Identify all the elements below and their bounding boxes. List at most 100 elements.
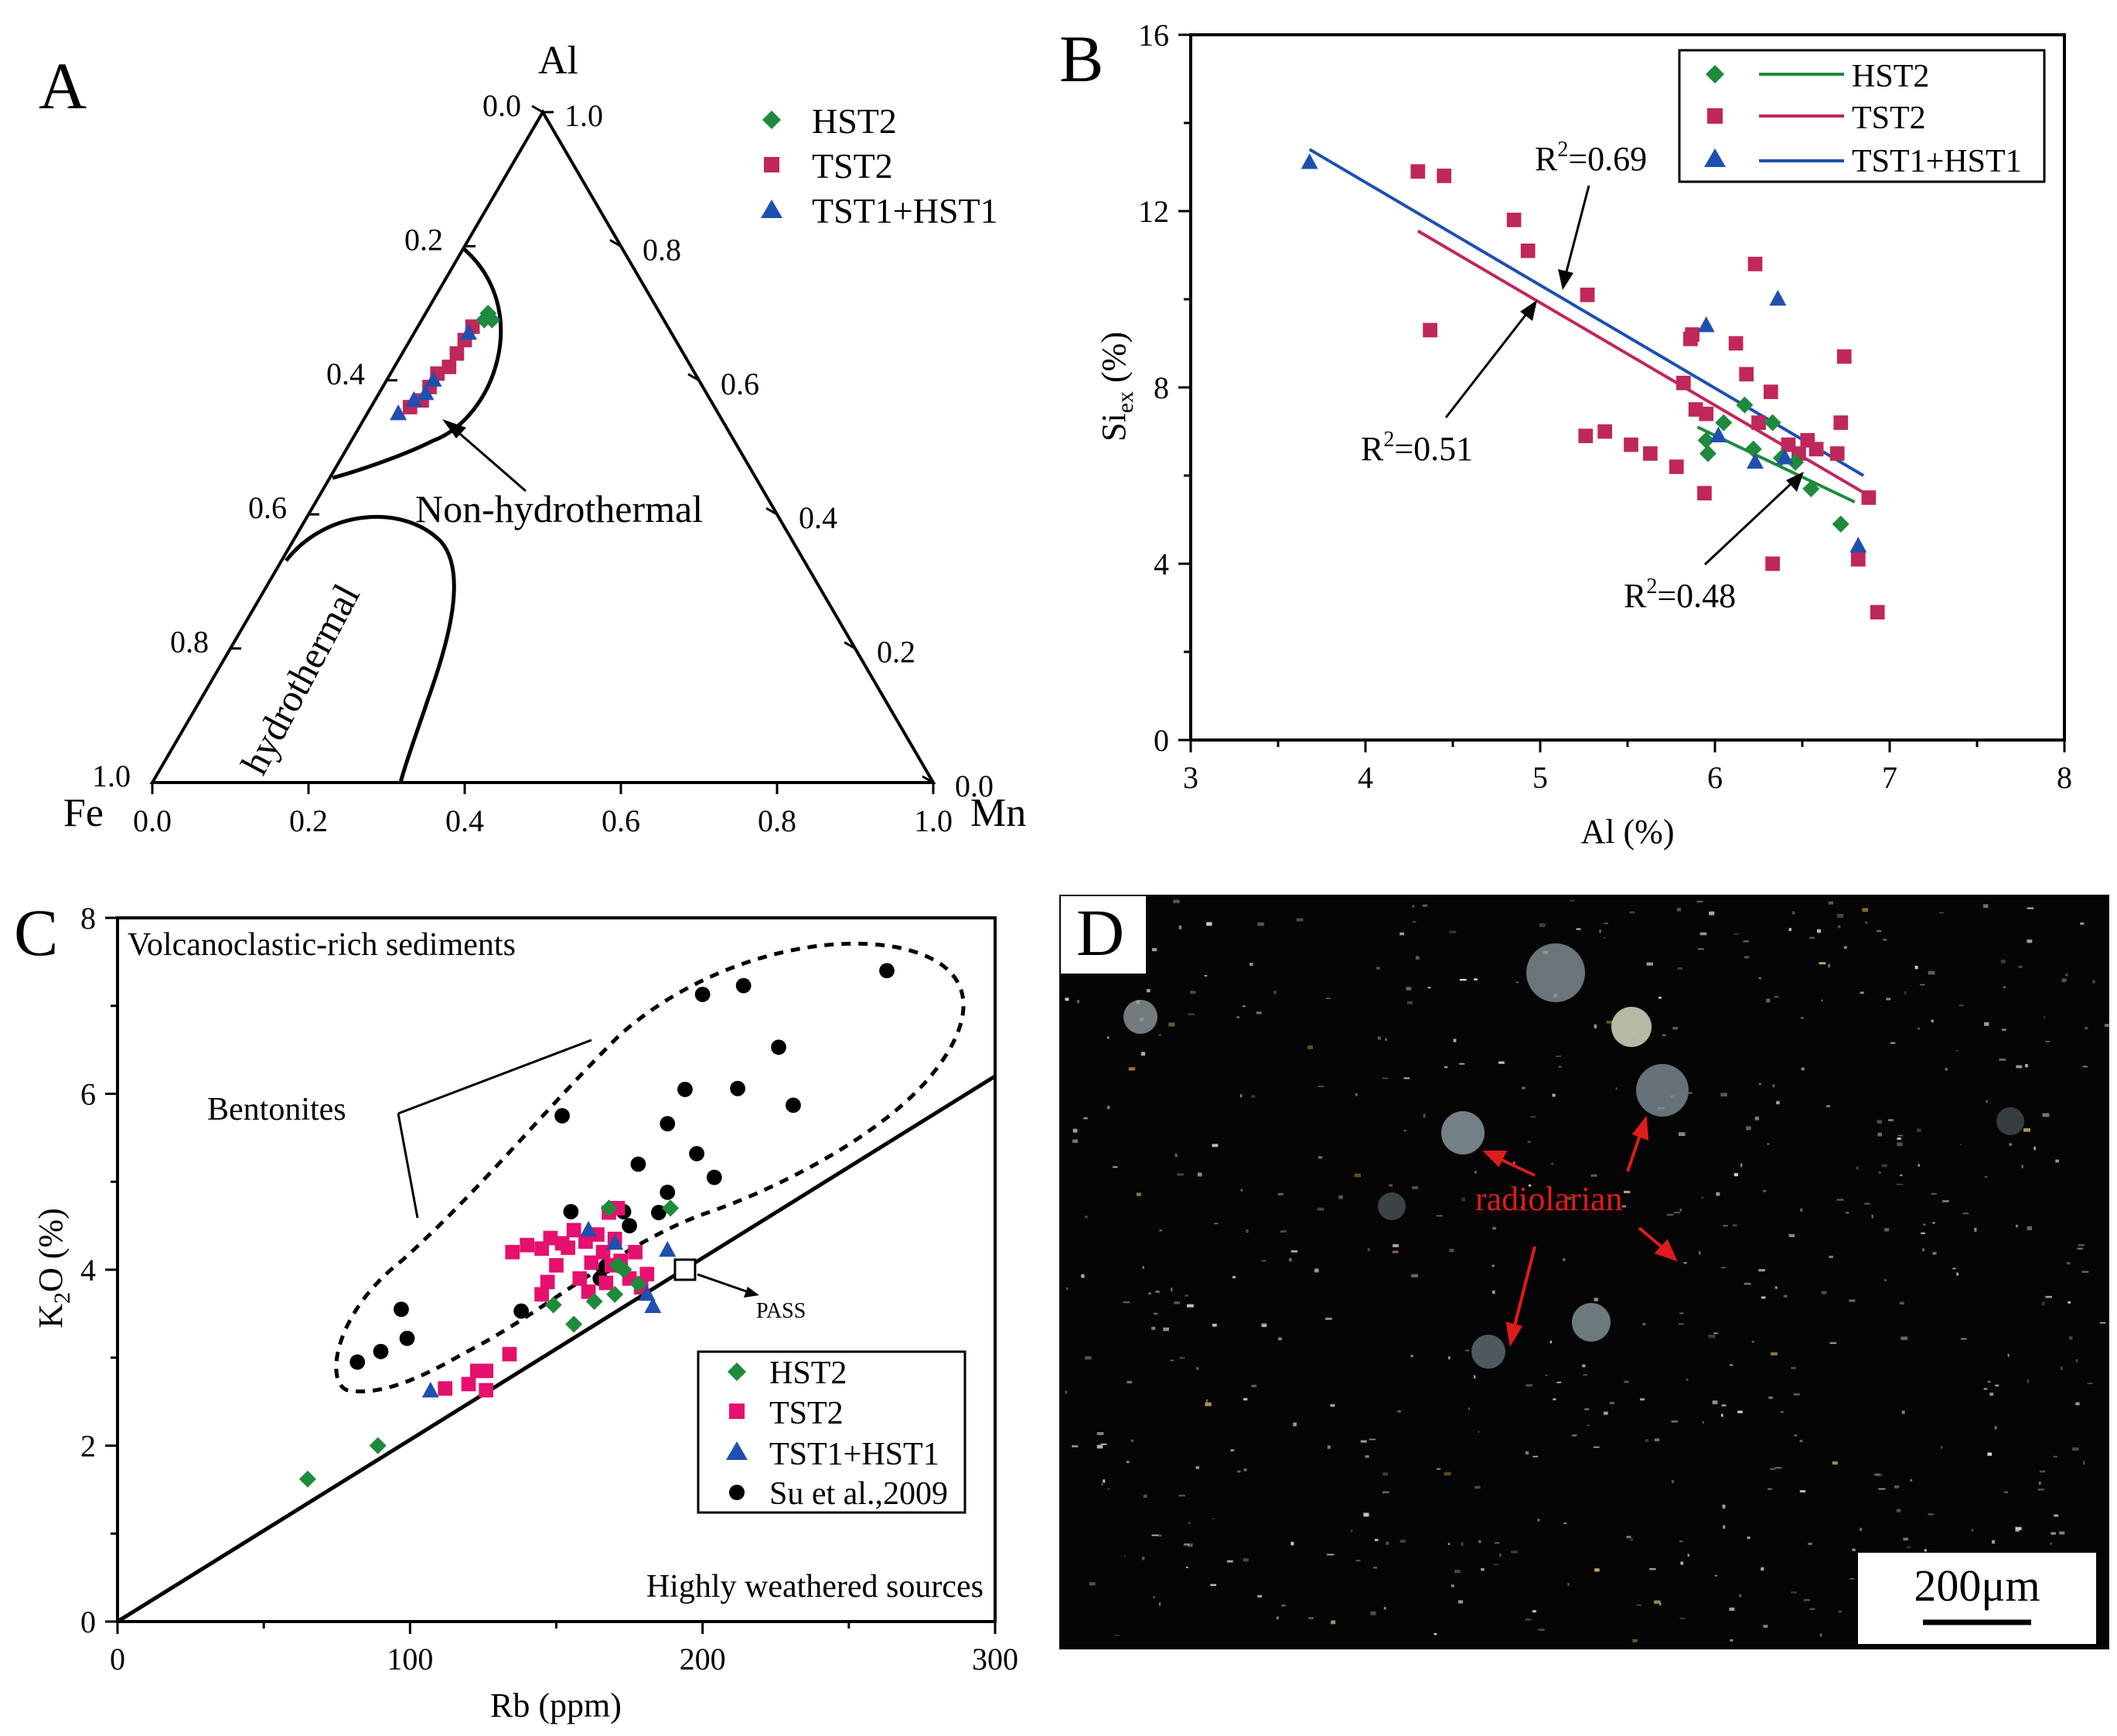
- plot-c-point-hst2: [662, 1199, 680, 1217]
- speckle: [1733, 933, 1740, 935]
- plot-c-ylabel-text: K2O (%): [32, 1208, 75, 1328]
- speckle: [1828, 901, 1834, 905]
- speckle: [1888, 1119, 1894, 1121]
- plot-c-point-tst2: [595, 1244, 611, 1260]
- speckle: [1411, 1274, 1419, 1277]
- speckle: [1459, 978, 1467, 981]
- speckle: [2084, 1027, 2088, 1030]
- speckle: [1246, 1229, 1249, 1233]
- speckle: [1791, 1591, 1797, 1594]
- plot-b-point-tst1-hst1: [1769, 289, 1787, 306]
- speckle: [1659, 1602, 1662, 1606]
- speckle: [1845, 1212, 1849, 1214]
- plot-b-xtick-label: 6: [1707, 760, 1723, 795]
- plot-c-point-su-et-al--2009: [373, 1343, 389, 1359]
- speckle: [1127, 1461, 1130, 1463]
- plot-c-point-tst2: [479, 1383, 494, 1398]
- micrograph-background: [1059, 895, 2109, 1649]
- speckle: [1852, 1548, 1856, 1551]
- plot-c-point-tst1-hst1: [580, 1220, 598, 1237]
- r2-069-value: =0.69: [1568, 140, 1647, 178]
- panel-d-label-box: [1061, 896, 1146, 974]
- speckle: [1141, 1556, 1145, 1560]
- plot-b-xtick-label: 8: [2057, 760, 2072, 795]
- speckle: [1744, 1282, 1751, 1285]
- plot-b-point-tst2: [1870, 605, 1885, 620]
- speckle: [1832, 1461, 1838, 1465]
- speckle: [1188, 1543, 1193, 1547]
- speckle: [1900, 1174, 1903, 1176]
- speckle: [1838, 925, 1841, 929]
- speckle: [2105, 1024, 2111, 1028]
- speckle: [1738, 1594, 1742, 1598]
- speckle: [1474, 1171, 1477, 1174]
- speckle: [1525, 1618, 1532, 1621]
- plot-c-point-tst2: [479, 1363, 494, 1379]
- speckle: [1468, 1407, 1471, 1410]
- plot-b-point-tst2: [1506, 213, 1522, 227]
- speckle: [1673, 1211, 1681, 1214]
- speckle: [1065, 1288, 1069, 1290]
- speckle: [1629, 911, 1635, 914]
- speckle: [2015, 1530, 2020, 1532]
- speckle: [1956, 1272, 1958, 1276]
- speckle: [1686, 1379, 1689, 1381]
- r2-051-sup: 2: [1383, 428, 1394, 452]
- plot-c-ytick-label: 2: [80, 1429, 96, 1464]
- speckle: [1406, 1001, 1413, 1004]
- speckle: [2001, 1028, 2006, 1031]
- arrowhead-r2-069: [1558, 269, 1573, 290]
- radiolarian-arrowhead-3: [1654, 1239, 1678, 1262]
- speckle: [1415, 956, 1420, 960]
- plot-b-point-tst2: [1597, 424, 1612, 439]
- speckle: [1355, 1093, 1358, 1097]
- speckle: [1382, 1077, 1389, 1079]
- plot-c-ticks: 0 100 200 300 0 2 4 6 8: [80, 901, 1018, 1676]
- speckle: [1678, 1132, 1686, 1137]
- speckle: [1372, 1567, 1378, 1569]
- speckle: [1447, 1356, 1451, 1359]
- plot-c-ytick-label: 0: [80, 1605, 96, 1639]
- speckle: [1590, 1174, 1597, 1177]
- speckle: [1454, 1570, 1461, 1574]
- speckle: [1984, 1021, 1989, 1026]
- plot-b-point-tst2: [1751, 415, 1766, 430]
- speckle: [1896, 1509, 1901, 1513]
- speckle: [2016, 1065, 2023, 1069]
- speckle: [1350, 1530, 1353, 1533]
- speckle: [1230, 1449, 1235, 1451]
- speckle: [1940, 1445, 1943, 1449]
- speckle: [1314, 1268, 1319, 1273]
- plot-c-point-su-et-al--2009: [563, 1204, 579, 1219]
- speckle: [1427, 987, 1431, 989]
- speckle: [1881, 1164, 1887, 1168]
- speckle: [1159, 1230, 1163, 1232]
- speckle: [1084, 1216, 1088, 1219]
- speckle: [1994, 1426, 1997, 1430]
- speckle: [1877, 1120, 1882, 1124]
- plot-c-xtick-label: 0: [110, 1642, 125, 1676]
- speckle: [1849, 1299, 1856, 1302]
- speckle: [2082, 1066, 2088, 1068]
- ternary-right-tick-label: 0.8: [643, 232, 681, 267]
- speckle: [1989, 1392, 1994, 1396]
- plot-c-point-tst2: [534, 1287, 549, 1302]
- speckle: [1654, 1600, 1661, 1604]
- speckle: [1572, 1434, 1577, 1437]
- speckle: [1816, 929, 1822, 933]
- plot-c-point-hst2: [298, 1470, 316, 1488]
- plot-b-ytick-label: 8: [1154, 370, 1169, 405]
- speckle: [1999, 1058, 2006, 1061]
- plot-c-point-tst2: [572, 1271, 588, 1286]
- speckle: [1327, 1554, 1335, 1556]
- plot-c-point-tst1-hst1: [606, 1233, 624, 1250]
- speckle: [1383, 1607, 1386, 1610]
- speckle: [1521, 1206, 1525, 1209]
- ternary-bottom-tick-label: 1.0: [914, 803, 953, 838]
- speckle: [1370, 1611, 1376, 1615]
- speckle: [1599, 929, 1601, 933]
- speckle: [1491, 1290, 1495, 1294]
- speckle: [1794, 1434, 1798, 1437]
- speckle: [1212, 1518, 1215, 1519]
